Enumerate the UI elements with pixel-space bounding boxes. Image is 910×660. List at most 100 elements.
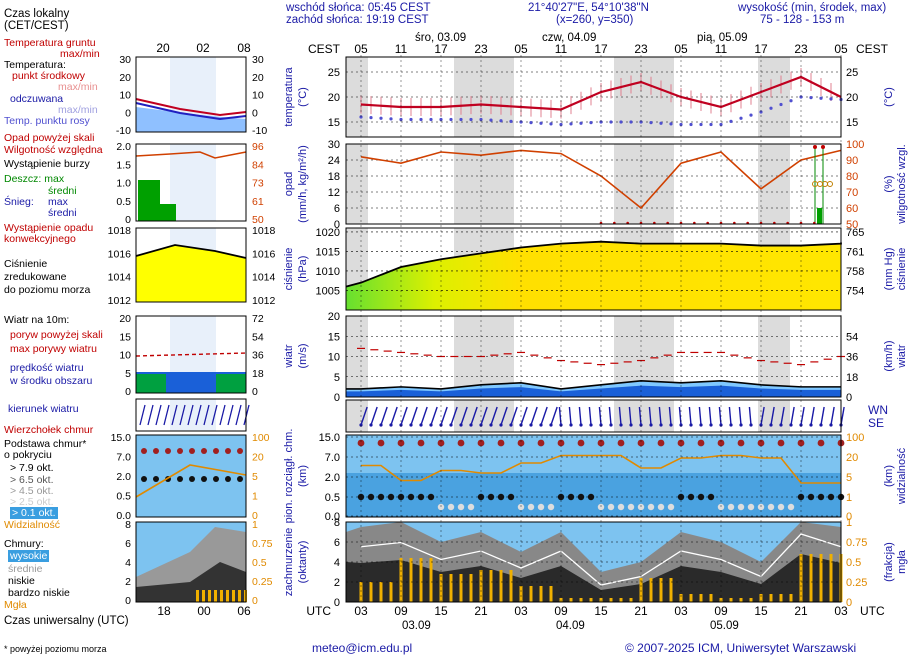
mini-visibility-line — [135, 464, 247, 498]
humidity-tick: 90 — [846, 155, 858, 167]
cloud-base-dot — [747, 503, 755, 511]
legend-zredukowane: zredukowane — [4, 271, 67, 283]
mini-pres-tick-right: 1012 — [252, 295, 276, 307]
wind-direction-arrow — [510, 406, 518, 426]
wind-direction-tail — [829, 423, 833, 427]
legend-kierunek: kierunek wiatru — [8, 403, 79, 415]
humidity-tick: 70 — [846, 187, 858, 199]
legend-konwekcyjnego: konwekcyjnego — [4, 233, 76, 245]
wind-tick: 15 — [328, 331, 340, 343]
top-hour-tick: 17 — [434, 42, 448, 56]
precip-tick: 24 — [328, 155, 340, 167]
mini-temp-tick-right: -10 — [252, 125, 267, 137]
mini-frac-tick: 0.5 — [252, 557, 267, 569]
mini-cloud-tick: 15.0 — [111, 432, 132, 444]
cloud-base-dot — [787, 503, 795, 511]
dew-point-dot — [559, 122, 563, 127]
humidity-axis-title: wilgotność wzgl. — [896, 144, 908, 224]
wind-kmh-tick: 54 — [846, 331, 858, 343]
legend-podstawa: Podstawa chmur* — [4, 438, 87, 450]
dew-point-dot — [769, 106, 773, 110]
cloud-tick: 15.0 — [319, 432, 340, 444]
cloud-base-dot — [387, 493, 395, 501]
mini-cloud-top — [237, 448, 243, 454]
fog-bar — [739, 598, 743, 602]
dew-point-dot — [459, 117, 463, 122]
cloud-axis-title: pion. rozciągł. chm. — [283, 429, 295, 524]
dew-point-dot — [489, 118, 493, 122]
mini-wind-arrow — [203, 404, 210, 426]
legend-cet: (CET/CEST) — [4, 20, 69, 32]
night-band — [614, 57, 674, 137]
wind-direction-arrow — [780, 406, 785, 426]
mini-hum-tick: 61 — [252, 196, 264, 208]
wind-direction-tail — [819, 423, 823, 427]
cloud-top-dot — [697, 439, 705, 447]
mini-wind-kmh-tick: 36 — [252, 350, 264, 362]
legend-predkosc: prędkość wiatru — [10, 362, 84, 374]
pressure-mm-tick: 761 — [846, 246, 864, 258]
wind-direction-tail — [659, 423, 663, 427]
wind-direction-arrow — [410, 406, 418, 426]
temp-axis-unit-right: (°C) — [883, 87, 895, 107]
mini-wind-kmh-tick: 54 — [252, 331, 264, 343]
wind-direction-arrow — [748, 406, 752, 426]
dew-point-dot — [729, 119, 733, 123]
mini-fog-bar — [214, 590, 217, 602]
fog-bar — [789, 594, 793, 602]
wind-direction-arrow — [708, 406, 712, 426]
wind-direction-arrow — [500, 406, 508, 426]
cloud-tick: 0.0 — [325, 511, 340, 523]
date-bottom: 05.09 — [710, 620, 739, 632]
bottom-hour-tick: 09 — [394, 604, 408, 618]
rain-bar — [817, 208, 822, 224]
wind-direction-arrow — [588, 406, 592, 426]
legend-okt65: > 6.5 okt. — [10, 474, 54, 486]
wind-direction-tail — [579, 423, 583, 427]
top-hour-tick: 11 — [715, 42, 728, 56]
cloud-top-dot — [597, 439, 605, 447]
wind-kmh-title: wiatr — [896, 344, 908, 369]
fog-bar — [729, 598, 733, 602]
wind-direction-tail — [729, 423, 733, 427]
cloud-base-dot — [657, 503, 665, 511]
wind-direction-tail — [749, 423, 753, 427]
cloud-base-dot — [727, 503, 735, 511]
cloud-base-dot — [627, 503, 635, 511]
cloud-base-dot — [607, 503, 615, 511]
mini-wind-arrow — [163, 404, 170, 426]
dew-point-dot — [629, 120, 633, 124]
cloud-base-dot — [407, 493, 415, 501]
wind-kmh-tick: 36 — [846, 352, 858, 364]
precip-axis-title: opad — [283, 172, 295, 196]
mini-cloud-top — [153, 448, 159, 454]
wind-tick: 20 — [328, 311, 340, 323]
wind-direction-arrow — [568, 406, 572, 426]
footer-email[interactable]: meteo@icm.edu.pl — [312, 641, 413, 655]
wind-direction-arrow — [678, 406, 682, 426]
precip-tick: 6 — [334, 203, 340, 215]
mini-precip-tick: 1.0 — [116, 178, 131, 190]
top-hour-tick: 05 — [834, 42, 848, 56]
dew-point-dot — [449, 117, 453, 122]
cloud-top-dot — [557, 439, 565, 447]
visibility-tick: 20 — [846, 452, 858, 464]
legend-odczuwana: odczuwana — [10, 93, 64, 105]
dew-point-dot — [619, 120, 623, 124]
cloud-base-dot — [447, 503, 455, 511]
fog-bar — [679, 594, 683, 602]
cloud-top-dot — [437, 439, 445, 447]
dew-point-dot — [669, 122, 673, 126]
mini-vis-tick: 5 — [252, 471, 258, 483]
mini-cloud-tick: 7.0 — [116, 452, 131, 464]
mini-wind-kmh-tick: 72 — [252, 313, 264, 325]
fog-bar — [449, 574, 453, 602]
dew-point-dot — [409, 117, 413, 122]
dew-point-dot — [719, 122, 723, 127]
legend-okt01: > 0.1 okt. — [10, 507, 58, 519]
top-hour-tick: 05 — [514, 42, 528, 56]
wind-direction-tail — [429, 423, 433, 427]
mini-temp-area — [136, 107, 246, 132]
mini-humidity-line — [135, 151, 247, 159]
pressure-tick: 1005 — [316, 285, 340, 297]
